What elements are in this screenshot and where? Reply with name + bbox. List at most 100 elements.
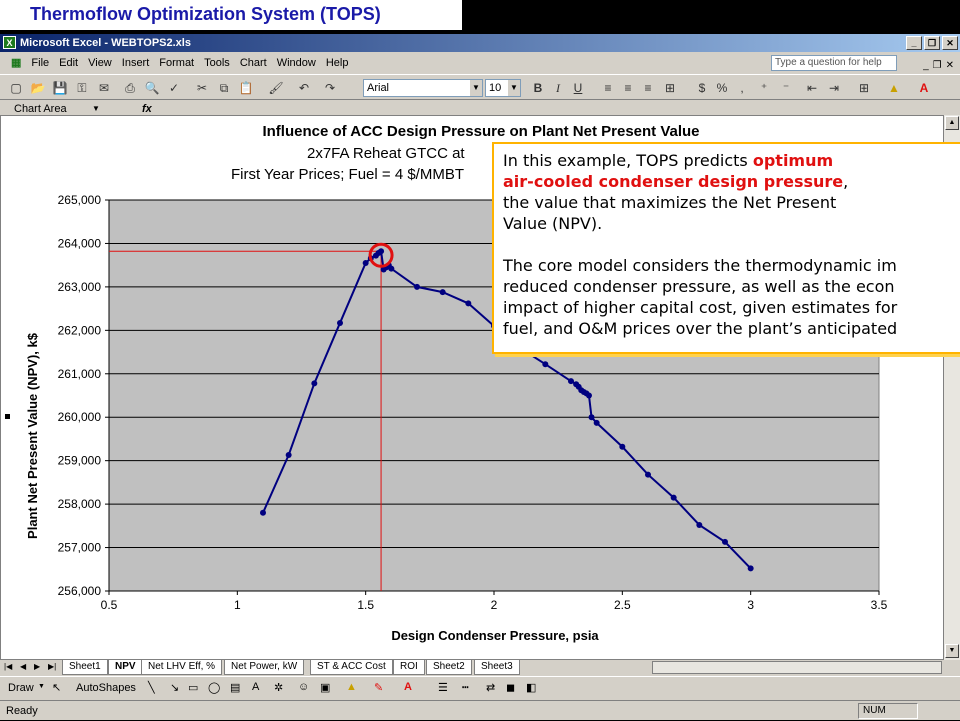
restore-button[interactable]: ❐ [924, 36, 940, 50]
comma-icon[interactable]: , [740, 81, 744, 95]
decrease-indent-icon[interactable]: ⇤ [806, 81, 818, 95]
italic-button[interactable]: I [556, 81, 560, 95]
horizontal-scrollbar[interactable] [652, 661, 942, 674]
close-button[interactable]: ✕ [942, 36, 958, 50]
bold-button[interactable]: B [533, 81, 543, 95]
data-point [260, 509, 266, 516]
underline-button[interactable]: U [573, 81, 583, 95]
align-left-icon[interactable]: ≡ [604, 81, 612, 95]
data-point [337, 319, 343, 326]
shadow-icon[interactable]: ◼ [506, 682, 516, 694]
3d-icon[interactable]: ◧ [526, 682, 537, 694]
next-sheet-icon[interactable]: ▶ [34, 662, 41, 671]
line-color-icon[interactable]: ✎ [374, 682, 384, 694]
menu-help[interactable]: Help [325, 57, 349, 69]
cut-icon[interactable]: ✂ [196, 81, 208, 95]
tab-sheet1[interactable]: Sheet1 [62, 660, 108, 675]
data-point [439, 289, 446, 296]
align-right-icon[interactable]: ≡ [644, 81, 652, 95]
workbook-icon[interactable]: ▦ [11, 57, 22, 69]
format-painter-icon[interactable]: 🖌 [268, 81, 284, 95]
scroll-down-icon[interactable]: ▼ [945, 644, 959, 658]
scroll-up-icon[interactable]: ▲ [945, 116, 959, 130]
tab-roi[interactable]: ROI [393, 660, 425, 675]
open-icon[interactable]: 📂 [30, 81, 46, 95]
tab-net-lhv-eff[interactable]: Net LHV Eff, % [141, 660, 223, 675]
menu-edit[interactable]: Edit [59, 57, 79, 69]
font-name-select[interactable]: Arial ▼ [363, 79, 483, 97]
insert-function-button[interactable]: fx [142, 103, 152, 115]
dash-style-icon[interactable]: ┅ [462, 682, 469, 694]
font-size-select[interactable]: 10 ▼ [485, 79, 521, 97]
font-color-icon[interactable]: A [404, 681, 412, 693]
line-icon[interactable]: ╲ [148, 682, 155, 694]
data-point [593, 419, 600, 426]
menu-window[interactable]: Window [276, 57, 316, 69]
spelling-icon[interactable]: ✓ [168, 81, 180, 95]
permission-icon[interactable]: ⚿ [77, 81, 87, 95]
chevron-down-icon: ▼ [508, 80, 520, 96]
tab-net-power[interactable]: Net Power, kW [224, 660, 305, 675]
increase-decimal-icon[interactable]: ⁺ [760, 81, 768, 95]
doc-restore-button[interactable]: ❐ [932, 60, 942, 71]
borders-icon[interactable]: ⊞ [858, 81, 870, 95]
undo-icon[interactable]: ↶ [298, 81, 310, 95]
textbox-icon[interactable]: ▤ [230, 682, 241, 694]
email-icon[interactable]: ✉ [98, 81, 110, 95]
oval-icon[interactable]: ◯ [208, 682, 221, 694]
select-objects-icon[interactable]: ↖ [52, 682, 62, 694]
wordart-icon[interactable]: A [252, 681, 260, 693]
decrease-decimal-icon[interactable]: ⁻ [782, 81, 790, 95]
currency-icon[interactable]: $ [698, 81, 706, 95]
name-box[interactable]: Chart Area [2, 102, 106, 118]
menu-view[interactable]: View [88, 57, 112, 69]
prev-sheet-icon[interactable]: ◀ [20, 662, 27, 671]
menu-file[interactable]: File [31, 57, 50, 69]
chart-selection-handle[interactable] [5, 414, 10, 419]
menu-format[interactable]: Format [159, 57, 195, 69]
help-search-input[interactable]: Type a question for help [771, 55, 897, 71]
tab-st-acc-cost[interactable]: ST & ACC Cost [310, 660, 393, 675]
callout-line-2: air-cooled condenser design pressure, [503, 171, 960, 192]
diagram-icon[interactable]: ✲ [274, 682, 284, 694]
last-sheet-icon[interactable]: ▶| [48, 662, 57, 671]
menu-chart[interactable]: Chart [239, 57, 267, 69]
arrow-style-icon[interactable]: ⇄ [486, 682, 496, 694]
picture-icon[interactable]: ▣ [320, 682, 331, 694]
fill-color-icon[interactable]: ▲ [346, 681, 357, 693]
chart-sheet[interactable]: Influence of ACC Design Pressure on Plan… [0, 115, 944, 660]
clipart-icon[interactable]: ☺ [298, 681, 310, 693]
status-bar: Ready NUM [0, 700, 960, 720]
tab-npv[interactable]: NPV [108, 660, 143, 675]
chevron-down-icon[interactable]: ▼ [92, 104, 100, 113]
increase-indent-icon[interactable]: ⇥ [828, 81, 840, 95]
x-tick-label: 2 [491, 598, 498, 612]
copy-icon[interactable]: ⧉ [219, 81, 229, 95]
draw-menu-button[interactable]: Draw [8, 682, 34, 694]
percent-icon[interactable]: % [716, 81, 728, 95]
new-icon[interactable]: ▢ [10, 81, 22, 95]
first-sheet-icon[interactable]: |◀ [4, 662, 13, 671]
merge-center-icon[interactable]: ⊞ [664, 81, 676, 95]
paste-icon[interactable]: 📋 [238, 81, 254, 95]
doc-minimize-button[interactable]: _ [923, 60, 929, 71]
menu-tools[interactable]: Tools [204, 57, 230, 69]
tab-sheet3[interactable]: Sheet3 [474, 660, 520, 675]
save-icon[interactable]: 💾 [52, 81, 68, 95]
line-style-icon[interactable]: ☰ [438, 682, 448, 694]
autoshapes-menu-button[interactable]: AutoShapes [76, 682, 136, 694]
doc-close-button[interactable]: ✕ [945, 60, 954, 71]
font-color-icon[interactable]: A [919, 81, 929, 95]
arrow-icon[interactable]: ↘ [170, 682, 180, 694]
print-preview-icon[interactable]: 🔍 [144, 81, 160, 95]
align-center-icon[interactable]: ≡ [624, 81, 632, 95]
x-tick-label: 2.5 [614, 598, 631, 612]
print-icon[interactable]: ⎙ [125, 81, 135, 95]
menu-insert[interactable]: Insert [121, 57, 150, 69]
rectangle-icon[interactable]: ▭ [188, 682, 199, 694]
redo-icon[interactable]: ↷ [324, 81, 336, 95]
x-tick-label: 3 [747, 598, 754, 612]
minimize-button[interactable]: _ [906, 36, 922, 50]
tab-sheet2[interactable]: Sheet2 [426, 660, 472, 675]
fill-color-icon[interactable]: ▲ [888, 81, 900, 95]
